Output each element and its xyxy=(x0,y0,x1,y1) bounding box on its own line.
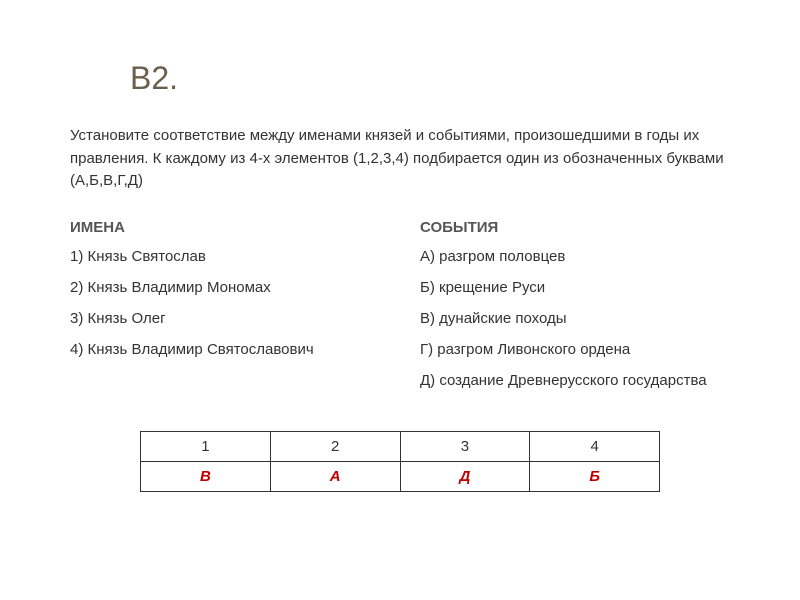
event-item: Г) разгром Ливонского ордена xyxy=(420,339,730,360)
slide-container: В2. Установите соответствие между именам… xyxy=(0,0,800,532)
table-answer-cell: Д xyxy=(400,461,530,491)
event-item: А) разгром половцев xyxy=(420,246,730,267)
slide-title: В2. xyxy=(70,60,730,97)
table-header-cell: 2 xyxy=(270,431,400,461)
instruction-text: Установите соответствие между именами кн… xyxy=(70,125,730,193)
name-item: 2) Князь Владимир Мономах xyxy=(70,277,380,298)
event-item: В) дунайские походы xyxy=(420,308,730,329)
two-column-layout: ИМЕНА 1) Князь Святослав 2) Князь Владим… xyxy=(70,219,730,401)
table-answer-row: В А Д Б xyxy=(141,461,660,491)
name-item: 3) Князь Олег xyxy=(70,308,380,329)
table-header-cell: 3 xyxy=(400,431,530,461)
event-item: Д) создание Древнерусского государства xyxy=(420,370,730,391)
table-answer-cell: Б xyxy=(530,461,660,491)
names-header: ИМЕНА xyxy=(70,219,380,236)
name-item: 1) Князь Святослав xyxy=(70,246,380,267)
table-header-cell: 1 xyxy=(141,431,271,461)
answer-table: 1 2 3 4 В А Д Б xyxy=(140,431,660,492)
event-item: Б) крещение Руси xyxy=(420,277,730,298)
table-header-row: 1 2 3 4 xyxy=(141,431,660,461)
names-column: ИМЕНА 1) Князь Святослав 2) Князь Владим… xyxy=(70,219,380,401)
table-answer-cell: В xyxy=(141,461,271,491)
events-header: СОБЫТИЯ xyxy=(420,219,730,236)
table-header-cell: 4 xyxy=(530,431,660,461)
events-column: СОБЫТИЯ А) разгром половцев Б) крещение … xyxy=(420,219,730,401)
name-item: 4) Князь Владимир Святославович xyxy=(70,339,380,360)
table-answer-cell: А xyxy=(270,461,400,491)
